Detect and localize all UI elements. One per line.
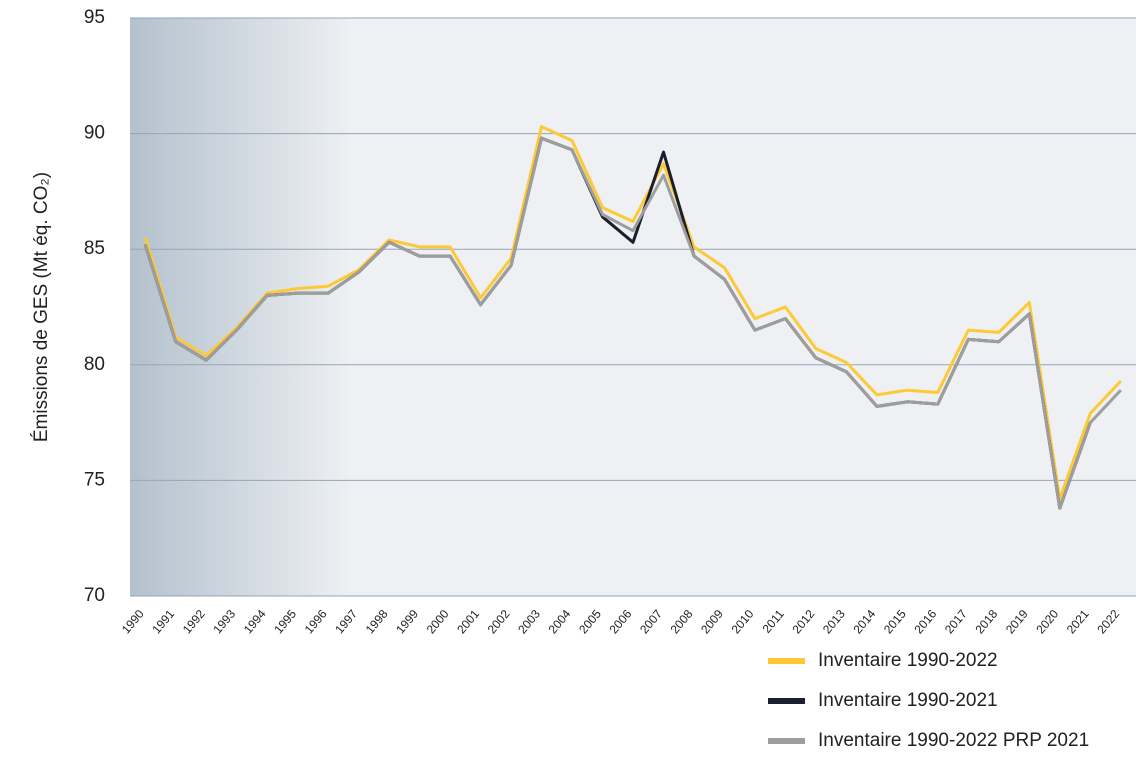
- legend-swatch: [768, 698, 805, 704]
- x-tick-label: 2013: [820, 607, 848, 637]
- x-tick-label: 2006: [607, 607, 635, 637]
- x-tick-label: 2020: [1033, 607, 1061, 637]
- x-tick-label: 1996: [302, 607, 330, 637]
- x-tick-label: 1994: [241, 607, 269, 637]
- x-tick-label: 2021: [1064, 607, 1092, 637]
- series-line: [143, 125, 1122, 501]
- legend-label: Inventaire 1990-2021: [818, 690, 998, 711]
- y-tick-label: 75: [84, 469, 105, 490]
- x-tick-label: 2010: [729, 607, 757, 637]
- y-tick-label: 70: [84, 585, 105, 606]
- x-tick-label: 2005: [576, 607, 604, 637]
- legend-swatch: [768, 738, 805, 744]
- y-tick-label: 80: [84, 354, 105, 375]
- x-tick-label: 2007: [637, 607, 665, 637]
- x-tick-label: 1990: [119, 607, 147, 637]
- x-tick-label: 2003: [515, 607, 543, 637]
- y-tick-label: 85: [84, 238, 105, 259]
- x-tick-label: 1999: [393, 607, 421, 637]
- x-tick-label: 2014: [850, 607, 878, 637]
- x-tick-label: 2001: [454, 607, 482, 637]
- x-tick-label: 2011: [760, 607, 788, 636]
- x-tick-label: 2000: [424, 607, 452, 637]
- x-tick-label: 1992: [180, 607, 208, 637]
- y-axis-label: Émissions de GES (Mt éq. CO₂): [31, 172, 52, 442]
- legend-swatch: [768, 658, 805, 664]
- x-tick-label: 2012: [790, 607, 818, 637]
- series-line: [143, 136, 1122, 510]
- y-tick-label: 90: [84, 123, 105, 144]
- x-tick-label: 2002: [485, 607, 513, 637]
- x-tick-label: 2022: [1094, 607, 1122, 637]
- x-tick-label: 1997: [332, 607, 360, 637]
- x-tick-label: 2009: [698, 607, 726, 637]
- x-tick-label: 1998: [363, 607, 391, 637]
- x-tick-label: 2004: [546, 607, 574, 637]
- x-tick-label: 2019: [1003, 607, 1031, 637]
- x-tick-label: 1995: [271, 607, 299, 637]
- x-tick-label: 1991: [149, 607, 177, 637]
- x-tick-label: 2015: [881, 607, 909, 637]
- legend-label: Inventaire 1990-2022 PRP 2021: [818, 730, 1089, 751]
- x-tick-label: 2017: [942, 607, 970, 637]
- x-tick-label: 2018: [972, 607, 1000, 637]
- x-tick-label: 1993: [210, 607, 238, 637]
- x-tick-label: 2016: [911, 607, 939, 637]
- legend-label: Inventaire 1990-2022: [818, 650, 998, 671]
- plot-area: [130, 18, 1136, 596]
- x-tick-label: 2008: [668, 607, 696, 637]
- y-tick-label: 95: [84, 7, 105, 28]
